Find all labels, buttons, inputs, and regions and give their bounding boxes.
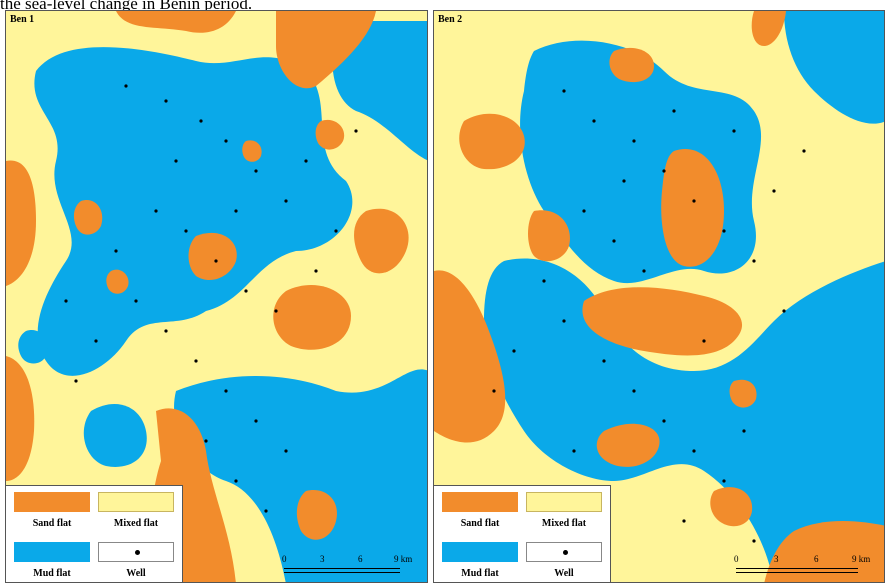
legend-label-mud-flat: Mud flat bbox=[461, 568, 499, 579]
scale-tick-3: 3 bbox=[774, 554, 779, 564]
scale-tick-0: 0 bbox=[734, 554, 739, 564]
sand-flat-areas bbox=[6, 11, 409, 582]
mud-flat-swatch bbox=[14, 542, 90, 562]
scale-line bbox=[284, 568, 400, 573]
scale-tick-9: 9 km bbox=[394, 554, 413, 564]
legend-item-well: Well bbox=[96, 542, 176, 579]
scale-tick-3: 3 bbox=[320, 554, 325, 564]
mud-flat-swatch bbox=[442, 542, 518, 562]
mixed-flat-swatch bbox=[526, 492, 602, 512]
legend-item-sand-flat: Sand flat bbox=[12, 492, 92, 529]
scale-line bbox=[736, 568, 858, 573]
legend-item-sand-flat: Sand flat bbox=[440, 492, 520, 529]
mud-flat-areas bbox=[18, 21, 427, 582]
map-legend: Sand flat Mixed flat Mud flat Well bbox=[6, 485, 183, 582]
well-swatch bbox=[526, 542, 602, 562]
legend-item-mud-flat: Mud flat bbox=[440, 542, 520, 579]
map-panel-ben-2: Ben 2 Sand flat Mixed flat Mud flat Well… bbox=[433, 10, 885, 583]
legend-item-mud-flat: Mud flat bbox=[12, 542, 92, 579]
scale-tick-6: 6 bbox=[358, 554, 363, 564]
legend-label-mud-flat: Mud flat bbox=[33, 568, 71, 579]
well-swatch bbox=[98, 542, 174, 562]
legend-label-mixed-flat: Mixed flat bbox=[541, 518, 587, 529]
mud-flat-areas bbox=[439, 11, 884, 582]
sand-flat-swatch bbox=[442, 492, 518, 512]
legend-item-well: Well bbox=[524, 542, 604, 579]
scale-tick-9: 9 km bbox=[852, 554, 871, 564]
panel-label: Ben 1 bbox=[10, 14, 35, 25]
legend-label-well: Well bbox=[554, 568, 574, 579]
mixed-flat-swatch bbox=[98, 492, 174, 512]
well-points bbox=[492, 89, 806, 543]
well-points bbox=[64, 84, 358, 513]
legend-label-mixed-flat: Mixed flat bbox=[113, 518, 159, 529]
scale-bar: 0 3 6 9 km bbox=[734, 554, 882, 578]
figure-caption: the sea-level change in Benin period. bbox=[0, 0, 253, 13]
scale-tick-6: 6 bbox=[814, 554, 819, 564]
legend-label-sand-flat: Sand flat bbox=[460, 518, 500, 529]
panel-label: Ben 2 bbox=[438, 14, 463, 25]
facies-map-ben-1 bbox=[6, 11, 427, 582]
legend-item-mixed-flat: Mixed flat bbox=[524, 492, 604, 529]
legend-label-well: Well bbox=[126, 568, 146, 579]
map-legend: Sand flat Mixed flat Mud flat Well bbox=[434, 485, 611, 582]
legend-label-sand-flat: Sand flat bbox=[32, 518, 72, 529]
sand-flat-areas bbox=[434, 11, 884, 582]
well-dot-icon bbox=[135, 550, 140, 555]
scale-bar: 0 3 6 9 km bbox=[282, 554, 422, 578]
well-dot-icon bbox=[563, 550, 568, 555]
map-panel-ben-1: Ben 1 Sand flat Mixed flat Mud flat Well… bbox=[5, 10, 428, 583]
sand-flat-swatch bbox=[14, 492, 90, 512]
scale-tick-0: 0 bbox=[282, 554, 287, 564]
legend-item-mixed-flat: Mixed flat bbox=[96, 492, 176, 529]
